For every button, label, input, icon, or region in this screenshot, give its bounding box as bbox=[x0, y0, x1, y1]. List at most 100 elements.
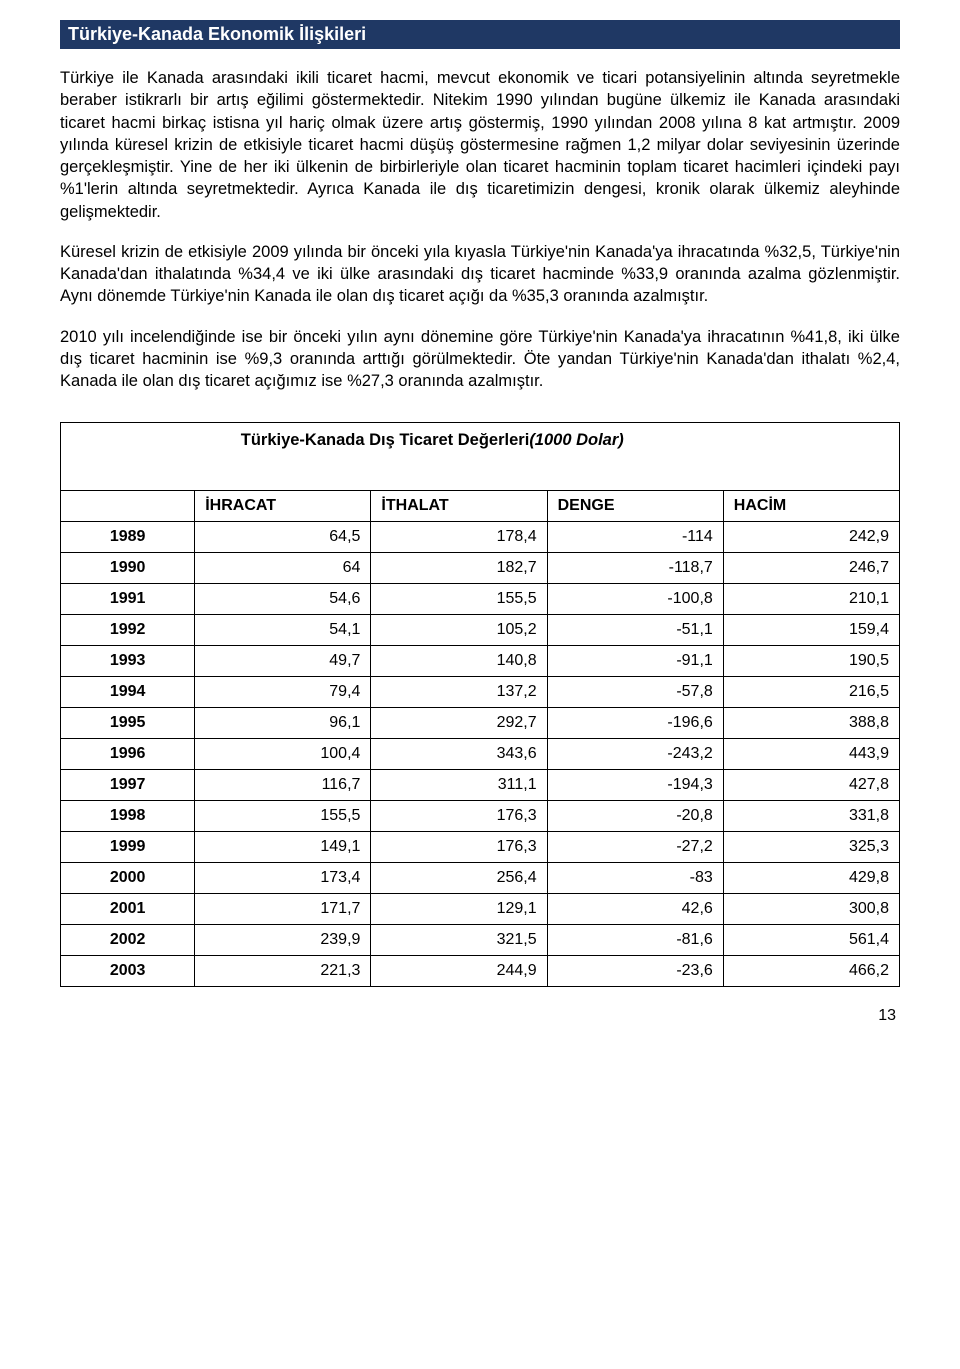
cell-value: 244,9 bbox=[371, 956, 547, 987]
table-header-ihracat: İHRACAT bbox=[195, 491, 371, 522]
cell-year: 1996 bbox=[61, 739, 195, 770]
cell-value: 242,9 bbox=[723, 522, 899, 553]
cell-value: -27,2 bbox=[547, 832, 723, 863]
cell-value: 300,8 bbox=[723, 894, 899, 925]
cell-value: -20,8 bbox=[547, 801, 723, 832]
cell-value: 331,8 bbox=[723, 801, 899, 832]
cell-value: 42,6 bbox=[547, 894, 723, 925]
cell-value: 466,2 bbox=[723, 956, 899, 987]
cell-value: 221,3 bbox=[195, 956, 371, 987]
table-row: 199154,6155,5-100,8210,1 bbox=[61, 584, 900, 615]
table-title-cell: Türkiye-Kanada Dış Ticaret Değerleri (10… bbox=[61, 423, 900, 491]
cell-value: 129,1 bbox=[371, 894, 547, 925]
table-row: 199064182,7-118,7246,7 bbox=[61, 553, 900, 584]
cell-value: 155,5 bbox=[195, 801, 371, 832]
cell-value: 178,4 bbox=[371, 522, 547, 553]
cell-value: -100,8 bbox=[547, 584, 723, 615]
cell-value: 176,3 bbox=[371, 801, 547, 832]
table-title-left: Türkiye-Kanada Dış Ticaret Değerleri bbox=[69, 431, 529, 450]
cell-year: 1993 bbox=[61, 646, 195, 677]
table-header-denge: DENGE bbox=[547, 491, 723, 522]
page-number: 13 bbox=[60, 1007, 900, 1025]
cell-value: 561,4 bbox=[723, 925, 899, 956]
table-row: 1996100,4343,6-243,2443,9 bbox=[61, 739, 900, 770]
cell-value: -23,6 bbox=[547, 956, 723, 987]
cell-value: 321,5 bbox=[371, 925, 547, 956]
cell-value: -196,6 bbox=[547, 708, 723, 739]
cell-value: 443,9 bbox=[723, 739, 899, 770]
cell-year: 2003 bbox=[61, 956, 195, 987]
table-row: 1997116,7311,1-194,3427,8 bbox=[61, 770, 900, 801]
cell-value: -114 bbox=[547, 522, 723, 553]
table-header-ithalat: İTHALAT bbox=[371, 491, 547, 522]
cell-value: 343,6 bbox=[371, 739, 547, 770]
cell-value: 149,1 bbox=[195, 832, 371, 863]
table-header-hacim: HACİM bbox=[723, 491, 899, 522]
table-row: 199596,1292,7-196,6388,8 bbox=[61, 708, 900, 739]
table-row: 2001171,7129,142,6300,8 bbox=[61, 894, 900, 925]
cell-value: 429,8 bbox=[723, 863, 899, 894]
cell-value: 182,7 bbox=[371, 553, 547, 584]
cell-value: 64 bbox=[195, 553, 371, 584]
table-row: 198964,5178,4-114242,9 bbox=[61, 522, 900, 553]
cell-value: 137,2 bbox=[371, 677, 547, 708]
paragraph-2: Küresel krizin de etkisiyle 2009 yılında… bbox=[60, 241, 900, 308]
cell-value: -51,1 bbox=[547, 615, 723, 646]
cell-year: 1992 bbox=[61, 615, 195, 646]
cell-value: -57,8 bbox=[547, 677, 723, 708]
cell-value: 173,4 bbox=[195, 863, 371, 894]
table-row: 2003221,3244,9-23,6466,2 bbox=[61, 956, 900, 987]
table-row: 1998155,5176,3-20,8331,8 bbox=[61, 801, 900, 832]
cell-value: 216,5 bbox=[723, 677, 899, 708]
cell-value: 100,4 bbox=[195, 739, 371, 770]
cell-value: 171,7 bbox=[195, 894, 371, 925]
cell-value: -243,2 bbox=[547, 739, 723, 770]
cell-value: 325,3 bbox=[723, 832, 899, 863]
cell-value: 116,7 bbox=[195, 770, 371, 801]
table-row: 2002239,9321,5-81,6561,4 bbox=[61, 925, 900, 956]
cell-value: 105,2 bbox=[371, 615, 547, 646]
cell-value: 190,5 bbox=[723, 646, 899, 677]
cell-value: 210,1 bbox=[723, 584, 899, 615]
paragraph-3: 2010 yılı incelendiğinde ise bir önceki … bbox=[60, 326, 900, 393]
cell-value: 427,8 bbox=[723, 770, 899, 801]
cell-value: 239,9 bbox=[195, 925, 371, 956]
table-row: 2000173,4256,4-83429,8 bbox=[61, 863, 900, 894]
cell-value: -118,7 bbox=[547, 553, 723, 584]
cell-value: 49,7 bbox=[195, 646, 371, 677]
cell-year: 1998 bbox=[61, 801, 195, 832]
table-title-right: (1000 Dolar) bbox=[529, 431, 623, 450]
cell-value: -81,6 bbox=[547, 925, 723, 956]
cell-value: 96,1 bbox=[195, 708, 371, 739]
trade-table: Türkiye-Kanada Dış Ticaret Değerleri (10… bbox=[60, 422, 900, 987]
cell-value: 79,4 bbox=[195, 677, 371, 708]
cell-year: 1994 bbox=[61, 677, 195, 708]
cell-value: -194,3 bbox=[547, 770, 723, 801]
paragraph-1: Türkiye ile Kanada arasındaki ikili tica… bbox=[60, 67, 900, 223]
cell-value: 256,4 bbox=[371, 863, 547, 894]
cell-value: 140,8 bbox=[371, 646, 547, 677]
cell-year: 1995 bbox=[61, 708, 195, 739]
cell-year: 2002 bbox=[61, 925, 195, 956]
cell-value: 388,8 bbox=[723, 708, 899, 739]
cell-value: 155,5 bbox=[371, 584, 547, 615]
table-row: 199254,1105,2-51,1159,4 bbox=[61, 615, 900, 646]
cell-value: 176,3 bbox=[371, 832, 547, 863]
cell-year: 1999 bbox=[61, 832, 195, 863]
cell-year: 2000 bbox=[61, 863, 195, 894]
cell-value: 64,5 bbox=[195, 522, 371, 553]
table-header-year bbox=[61, 491, 195, 522]
cell-year: 1991 bbox=[61, 584, 195, 615]
cell-value: -91,1 bbox=[547, 646, 723, 677]
cell-year: 1989 bbox=[61, 522, 195, 553]
table-header-row: İHRACAT İTHALAT DENGE HACİM bbox=[61, 491, 900, 522]
cell-value: 292,7 bbox=[371, 708, 547, 739]
cell-year: 1990 bbox=[61, 553, 195, 584]
cell-value: 311,1 bbox=[371, 770, 547, 801]
table-row: 1999149,1176,3-27,2325,3 bbox=[61, 832, 900, 863]
table-row: 199349,7140,8-91,1190,5 bbox=[61, 646, 900, 677]
cell-value: -83 bbox=[547, 863, 723, 894]
cell-year: 2001 bbox=[61, 894, 195, 925]
cell-value: 54,6 bbox=[195, 584, 371, 615]
cell-value: 246,7 bbox=[723, 553, 899, 584]
